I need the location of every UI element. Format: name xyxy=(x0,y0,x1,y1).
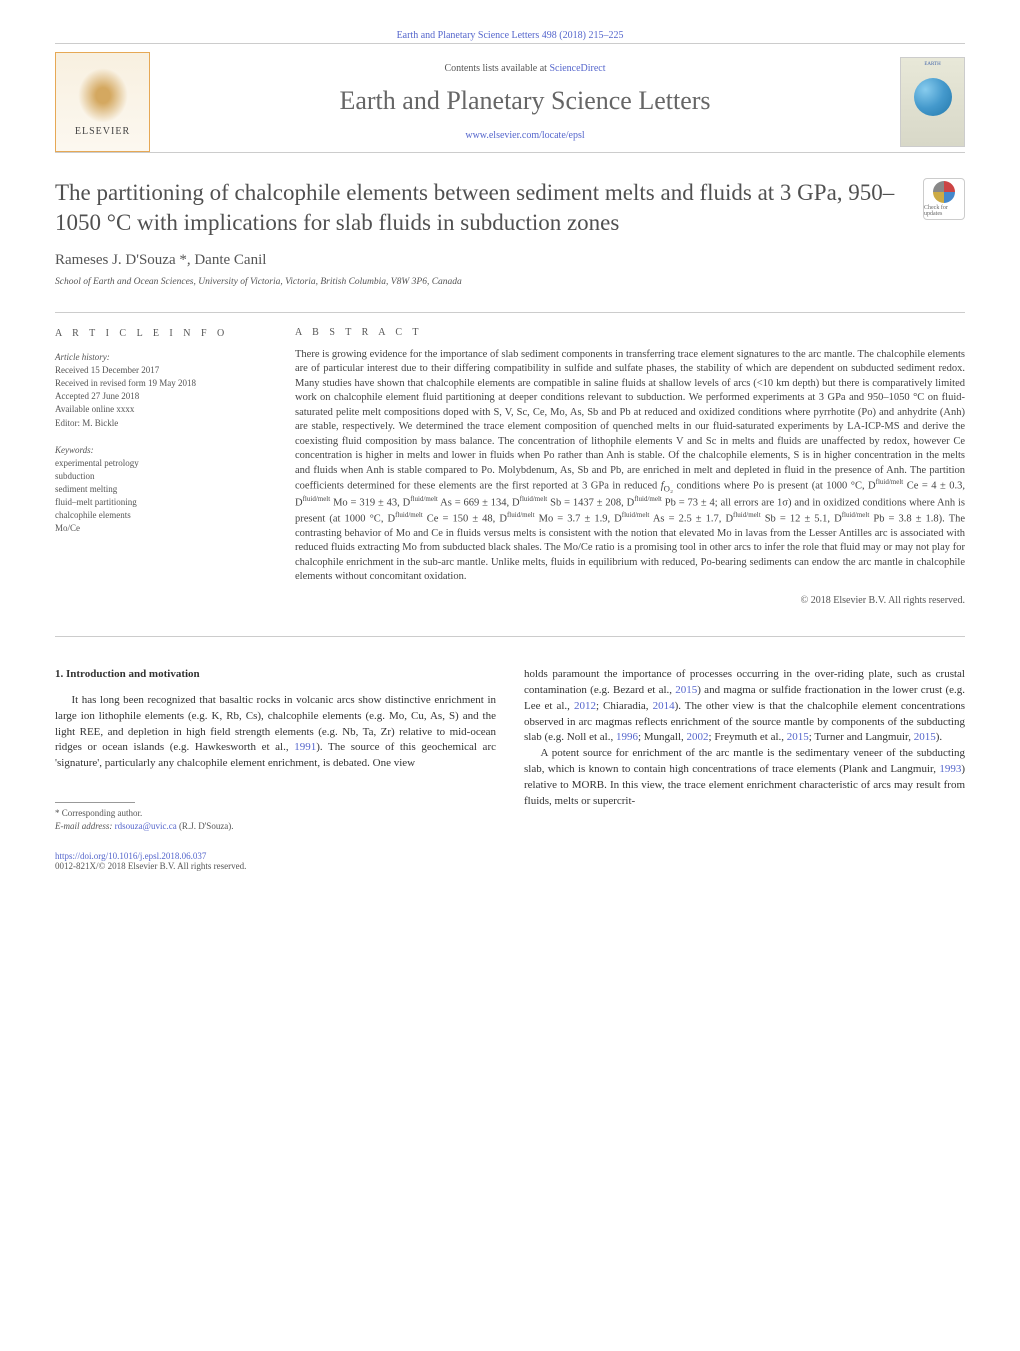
citation-link[interactable]: 2015 xyxy=(914,731,936,743)
body-text: A potent source for enrichment of the ar… xyxy=(524,747,965,775)
abstract-sup: fluid/melt xyxy=(876,478,904,486)
authors: Rameses J. D'Souza *, Dante Canil xyxy=(55,252,965,269)
abstract-part: Sb = 1437 ± 208, D xyxy=(547,497,634,508)
info-abstract-row: A R T I C L E I N F O Article history: R… xyxy=(55,327,965,606)
abstract-part: As = 669 ± 134, D xyxy=(438,497,520,508)
abstract-part: conditions where Po is present (at 1000 … xyxy=(673,481,876,492)
publisher-logo[interactable]: ELSEVIER xyxy=(55,52,150,152)
abstract-part: There is growing evidence for the import… xyxy=(295,349,965,492)
keyword: chalcophile elements xyxy=(55,509,265,522)
body-paragraph: A potent source for enrichment of the ar… xyxy=(524,746,965,810)
body-text: ; Freymuth et al., xyxy=(709,731,787,743)
abstract-part: Mo = 319 ± 43, D xyxy=(330,497,410,508)
article-info: A R T I C L E I N F O Article history: R… xyxy=(55,327,265,606)
available-date: Available online xxxx xyxy=(55,403,265,416)
contents-prefix: Contents lists available at xyxy=(444,63,549,74)
crossmark-icon xyxy=(933,181,955,203)
running-header: Earth and Planetary Science Letters 498 … xyxy=(55,30,965,44)
abstract-part: As = 2.5 ± 1.7, D xyxy=(649,513,733,524)
copyright: © 2018 Elsevier B.V. All rights reserved… xyxy=(295,595,965,606)
body-text: ; Mungall, xyxy=(638,731,687,743)
abstract-fo2-sub: O₂ xyxy=(664,484,673,494)
body-text: ). xyxy=(936,731,942,743)
keyword: experimental petrology xyxy=(55,457,265,470)
body-column-left: 1. Introduction and motivation It has lo… xyxy=(55,667,496,834)
abstract-heading: A B S T R A C T xyxy=(295,327,965,338)
abstract-text: There is growing evidence for the import… xyxy=(295,348,965,585)
history-label: Article history: xyxy=(55,351,265,364)
section-heading: 1. Introduction and motivation xyxy=(55,667,496,683)
affiliation: School of Earth and Ocean Sciences, Univ… xyxy=(55,277,965,287)
journal-homepage: www.elsevier.com/locate/epsl xyxy=(170,130,880,141)
journal-title: Earth and Planetary Science Letters xyxy=(170,86,880,116)
abstract-sup: fluid/melt xyxy=(842,511,870,519)
abstract-sup: fluid/melt xyxy=(622,511,650,519)
crossmark-label: Check for updates xyxy=(924,205,964,217)
abstract-sup: fluid/melt xyxy=(395,511,423,519)
doi-link[interactable]: https://doi.org/10.1016/j.epsl.2018.06.0… xyxy=(55,851,206,861)
received-date: Received 15 December 2017 xyxy=(55,364,265,377)
abstract-sup: fluid/melt xyxy=(303,495,331,503)
abstract-sup: fluid/melt xyxy=(733,511,761,519)
article-info-heading: A R T I C L E I N F O xyxy=(55,327,265,342)
citation-link[interactable]: 2002 xyxy=(687,731,709,743)
crossmark-badge[interactable]: Check for updates xyxy=(923,178,965,220)
revised-date: Received in revised form 19 May 2018 xyxy=(55,377,265,390)
cover-title: EARTH xyxy=(924,62,940,68)
publisher-name: ELSEVIER xyxy=(75,126,130,137)
citation-link[interactable]: Earth and Planetary Science Letters 498 … xyxy=(397,30,624,41)
footnote-block: * Corresponding author. E-mail address: … xyxy=(55,802,496,833)
body-columns: 1. Introduction and motivation It has lo… xyxy=(55,667,965,834)
email-line: E-mail address: rdsouza@uvic.ca (R.J. D'… xyxy=(55,820,496,833)
cover-globe-icon xyxy=(914,78,952,116)
contents-line: Contents lists available at ScienceDirec… xyxy=(170,63,880,74)
abstract-part: Pb = 3.8 ± 1.8). The contrasting behavio… xyxy=(295,513,965,582)
homepage-link[interactable]: www.elsevier.com/locate/epsl xyxy=(465,130,584,141)
citation-link[interactable]: 2012 xyxy=(574,700,596,712)
citation-link[interactable]: 2015 xyxy=(675,684,697,696)
accepted-date: Accepted 27 June 2018 xyxy=(55,390,265,403)
email-name: (R.J. D'Souza). xyxy=(177,821,234,831)
citation-link[interactable]: 1996 xyxy=(616,731,638,743)
masthead: ELSEVIER Contents lists available at Sci… xyxy=(55,52,965,153)
keyword: Mo/Ce xyxy=(55,522,265,535)
keywords-label: Keywords: xyxy=(55,444,265,457)
elsevier-tree-icon xyxy=(78,68,128,123)
page-footer: https://doi.org/10.1016/j.epsl.2018.06.0… xyxy=(55,851,965,871)
article-header: The partitioning of chalcophile elements… xyxy=(55,178,965,287)
abstract-part: Sb = 12 ± 5.1, D xyxy=(761,513,842,524)
abstract-sup: fluid/melt xyxy=(410,495,438,503)
keywords-block: Keywords: experimental petrology subduct… xyxy=(55,444,265,535)
body-text: ; Chiaradia, xyxy=(596,700,653,712)
keyword: fluid–melt partitioning xyxy=(55,496,265,509)
masthead-center: Contents lists available at ScienceDirec… xyxy=(150,63,900,141)
citation-link[interactable]: 2015 xyxy=(787,731,809,743)
body-text: ; Turner and Langmuir, xyxy=(809,731,914,743)
abstract-part: Ce = 150 ± 48, D xyxy=(423,513,507,524)
abstract-column: A B S T R A C T There is growing evidenc… xyxy=(295,327,965,606)
divider xyxy=(55,312,965,313)
article-title: The partitioning of chalcophile elements… xyxy=(55,178,908,238)
divider xyxy=(55,636,965,637)
sciencedirect-link[interactable]: ScienceDirect xyxy=(549,63,605,74)
journal-cover-thumbnail[interactable]: EARTH xyxy=(900,57,965,147)
body-paragraph: holds paramount the importance of proces… xyxy=(524,667,965,747)
citation-link[interactable]: 1993 xyxy=(939,763,961,775)
corresponding-author: * Corresponding author. xyxy=(55,807,496,820)
citation-link[interactable]: 1991 xyxy=(294,741,316,753)
editor: Editor: M. Bickle xyxy=(55,417,265,430)
abstract-part: Mo = 3.7 ± 1.9, D xyxy=(535,513,622,524)
keyword: subduction xyxy=(55,470,265,483)
abstract-sup: fluid/melt xyxy=(507,511,535,519)
body-paragraph: It has long been recognized that basalti… xyxy=(55,693,496,773)
abstract-sup: fluid/melt xyxy=(634,495,662,503)
abstract-sup: fluid/melt xyxy=(520,495,548,503)
citation-link[interactable]: 2014 xyxy=(653,700,675,712)
issn-line: 0012-821X/© 2018 Elsevier B.V. All right… xyxy=(55,861,965,871)
email-label: E-mail address: xyxy=(55,821,115,831)
email-link[interactable]: rdsouza@uvic.ca xyxy=(115,821,177,831)
keyword: sediment melting xyxy=(55,483,265,496)
body-column-right: holds paramount the importance of proces… xyxy=(524,667,965,834)
footnote-divider xyxy=(55,802,135,803)
